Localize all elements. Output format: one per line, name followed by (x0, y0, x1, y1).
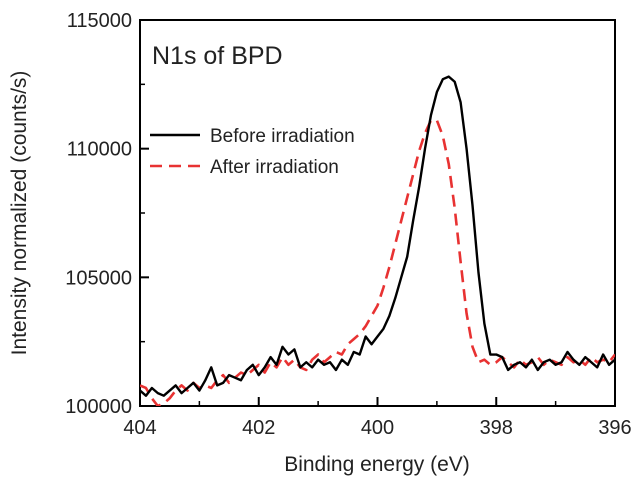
x-tick-labels: 404 402 400 398 396 (123, 417, 631, 439)
legend-label-after-irradiation: After irradiation (210, 157, 339, 178)
y-tick-label: 100000 (65, 396, 132, 418)
y-tick-label: 115000 (67, 10, 132, 32)
series-line-before-irradiation (140, 75, 615, 397)
x-axis-label: Binding energy (eV) (284, 453, 470, 476)
x-tick-label: 400 (361, 417, 394, 439)
legend: Before irradiation After irradiation (150, 126, 355, 178)
y-tick-label: 110000 (67, 139, 132, 161)
y-axis-label: Intensity normalized (counts/s) (8, 71, 31, 356)
legend-label-before-irradiation: Before irradiation (210, 126, 355, 147)
x-tick-label: 398 (480, 417, 513, 439)
y-tick-labels: 100000 105000 110000 115000 (65, 10, 132, 418)
x-tick-label: 402 (242, 417, 275, 439)
series-line-after-irradiation (140, 119, 615, 406)
chart-title: N1s of BPD (152, 42, 283, 70)
tick-marks (139, 19, 616, 407)
y-tick-label: 105000 (65, 267, 132, 289)
plot-series (140, 75, 615, 406)
x-tick-label: 404 (123, 417, 156, 439)
x-tick-label: 396 (598, 417, 631, 439)
plot-frame (139, 19, 616, 407)
